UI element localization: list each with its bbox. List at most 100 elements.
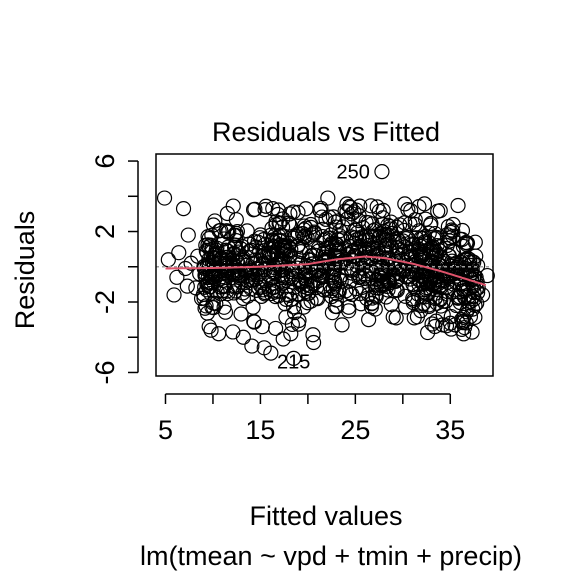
data-point xyxy=(332,223,348,239)
data-point xyxy=(424,316,440,332)
data-point xyxy=(349,225,366,241)
data-point xyxy=(440,269,456,285)
data-point xyxy=(305,327,321,343)
x-tick-label: 35 xyxy=(435,415,465,445)
data-point xyxy=(358,244,374,260)
data-point xyxy=(293,244,309,260)
data-point xyxy=(474,287,491,303)
data-point xyxy=(258,198,274,214)
data-point xyxy=(344,206,360,222)
data-point xyxy=(342,273,358,289)
data-point xyxy=(320,190,336,206)
plot-frame xyxy=(155,153,494,377)
data-point xyxy=(351,208,367,224)
data-point xyxy=(190,248,206,264)
data-point xyxy=(260,255,276,271)
data-point xyxy=(257,262,273,278)
data-point xyxy=(231,244,247,260)
data-point xyxy=(274,262,290,278)
data-point xyxy=(368,289,384,305)
data-point xyxy=(276,256,292,272)
data-point xyxy=(445,216,461,233)
data-point xyxy=(369,199,385,215)
data-point xyxy=(429,238,445,254)
data-point xyxy=(280,238,296,254)
data-point xyxy=(359,290,375,307)
data-point xyxy=(346,247,362,264)
data-point xyxy=(296,222,312,238)
data-point xyxy=(277,240,293,256)
data-point xyxy=(416,196,433,212)
data-point xyxy=(405,295,421,311)
dense-point-cloud xyxy=(195,196,486,343)
data-point xyxy=(444,222,460,238)
data-point xyxy=(270,206,286,223)
data-point xyxy=(248,239,264,255)
data-point xyxy=(418,211,434,227)
data-point xyxy=(320,239,336,256)
data-point xyxy=(447,317,463,333)
data-point xyxy=(204,299,220,315)
smoother-line xyxy=(165,255,487,287)
data-point xyxy=(219,223,235,239)
data-point xyxy=(226,279,243,295)
data-point xyxy=(330,282,346,298)
data-point xyxy=(244,338,260,354)
data-point xyxy=(211,326,227,342)
data-point xyxy=(180,227,196,243)
data-point xyxy=(423,215,439,232)
data-point xyxy=(296,218,312,234)
data-point xyxy=(459,304,475,320)
data-point xyxy=(381,273,398,289)
data-point xyxy=(421,225,437,241)
data-point xyxy=(205,274,222,290)
data-point xyxy=(286,299,302,315)
data-point xyxy=(380,282,396,298)
data-point xyxy=(387,234,403,250)
data-point xyxy=(402,244,418,260)
points-layer xyxy=(156,164,495,366)
data-point xyxy=(467,234,483,250)
data-point xyxy=(296,228,313,244)
data-point xyxy=(267,288,284,305)
data-point xyxy=(363,198,379,214)
data-point xyxy=(305,227,321,243)
data-point xyxy=(278,286,295,302)
data-point xyxy=(397,215,413,231)
data-point xyxy=(361,312,377,328)
data-point xyxy=(289,238,306,255)
y-axis: -6 -2 2 6 xyxy=(90,154,139,384)
data-point xyxy=(438,293,454,309)
data-point xyxy=(225,198,241,214)
data-point xyxy=(349,232,365,248)
data-point xyxy=(198,243,214,259)
data-point xyxy=(479,267,495,284)
chart-title: Residuals vs Fitted xyxy=(212,117,440,147)
data-point xyxy=(230,255,246,271)
data-point xyxy=(318,211,334,227)
data-point xyxy=(333,267,349,283)
data-point xyxy=(160,252,176,268)
point-labels: 250 215 xyxy=(277,162,370,374)
data-point xyxy=(403,203,419,219)
data-point xyxy=(407,216,423,233)
data-point xyxy=(156,190,173,206)
data-point xyxy=(433,249,449,265)
data-point xyxy=(228,227,244,244)
data-point xyxy=(352,269,368,285)
point-label: 215 xyxy=(277,351,310,373)
data-point xyxy=(197,279,213,295)
data-point xyxy=(204,227,220,243)
data-point xyxy=(353,296,369,312)
data-point xyxy=(388,310,404,326)
data-point xyxy=(207,213,223,229)
data-point xyxy=(420,324,436,341)
data-point xyxy=(382,218,398,235)
data-point xyxy=(432,203,448,219)
data-point xyxy=(365,223,382,239)
data-point xyxy=(245,202,262,218)
data-point xyxy=(166,287,182,303)
data-point xyxy=(216,279,232,295)
data-point xyxy=(459,252,475,268)
x-axis: 5 15 25 35 xyxy=(158,393,465,445)
